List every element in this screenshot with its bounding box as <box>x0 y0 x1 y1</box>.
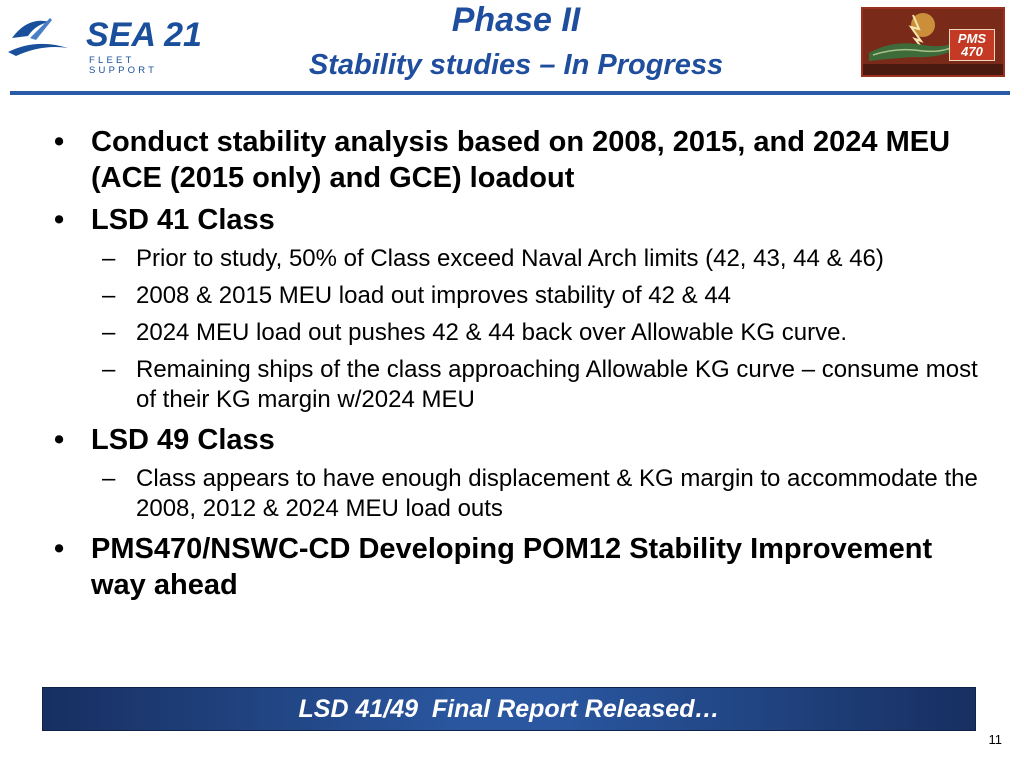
sub-bullet-marker: – <box>102 465 116 492</box>
sub-bullet-item: – 2024 MEU load out pushes 42 & 44 back … <box>50 318 990 348</box>
sub-bullet-text: Class appears to have enough displacemen… <box>136 465 978 522</box>
sub-bullet-text: Remaining ships of the class approaching… <box>136 356 978 413</box>
bullet-text: LSD 49 Class <box>91 424 275 456</box>
sub-bullet-marker: – <box>102 356 116 383</box>
logo-tagline: FLEET SUPPORT <box>89 55 158 76</box>
bullet-item: • PMS470/NSWC-CD Developing POM12 Stabil… <box>50 531 990 603</box>
bullet-marker: • <box>54 204 65 236</box>
bullet-item: • LSD 41 Class <box>50 202 990 238</box>
slide-subtitle: Stability studies – In Progress <box>308 49 724 81</box>
bullet-marker: • <box>54 533 65 565</box>
bullet-item: • Conduct stability analysis based on 20… <box>50 124 990 196</box>
status-banner: LSD 41/49 Final Report Released… <box>42 687 976 731</box>
sub-bullet-marker: – <box>102 282 116 309</box>
sub-bullet-marker: – <box>102 319 116 346</box>
sub-bullet-item: – Class appears to have enough displacem… <box>50 464 990 524</box>
bullet-item: • LSD 49 Class <box>50 422 990 458</box>
sub-bullet-item: – Prior to study, 50% of Class exceed Na… <box>50 244 990 274</box>
sub-bullet-text: 2008 & 2015 MEU load out improves stabil… <box>136 282 732 309</box>
bullet-marker: • <box>54 126 65 158</box>
sub-bullet-text: 2024 MEU load out pushes 42 & 44 back ov… <box>136 319 848 346</box>
logo-wordmark: SEA 21 <box>86 16 202 54</box>
sub-bullet-marker: – <box>102 245 116 272</box>
banner-text: LSD 41/49 Final Report Released… <box>298 695 720 723</box>
bullet-marker: • <box>54 424 65 456</box>
bullet-text: PMS470/NSWC-CD Developing POM12 Stabilit… <box>91 533 933 601</box>
slide-title: Phase II <box>451 1 581 39</box>
sub-bullet-item: – Remaining ships of the class approachi… <box>50 355 990 415</box>
bullet-text: Conduct stability analysis based on 2008… <box>91 126 951 194</box>
bullet-text: LSD 41 Class <box>91 204 275 236</box>
sub-bullet-item: – 2008 & 2015 MEU load out improves stab… <box>50 281 990 311</box>
pms470-emblem: PMS 470 <box>861 7 1005 77</box>
header-divider <box>10 91 1010 95</box>
page-number: 11 <box>988 732 1003 747</box>
sub-bullet-text: Prior to study, 50% of Class exceed Nava… <box>136 245 884 272</box>
pms470-badge: PMS 470 <box>949 29 995 61</box>
ship-swoosh-icon <box>8 18 68 56</box>
sea21-logo: SEA 21 FLEET SUPPORT <box>6 8 206 76</box>
bullet-list: • Conduct stability analysis based on 20… <box>50 124 990 609</box>
